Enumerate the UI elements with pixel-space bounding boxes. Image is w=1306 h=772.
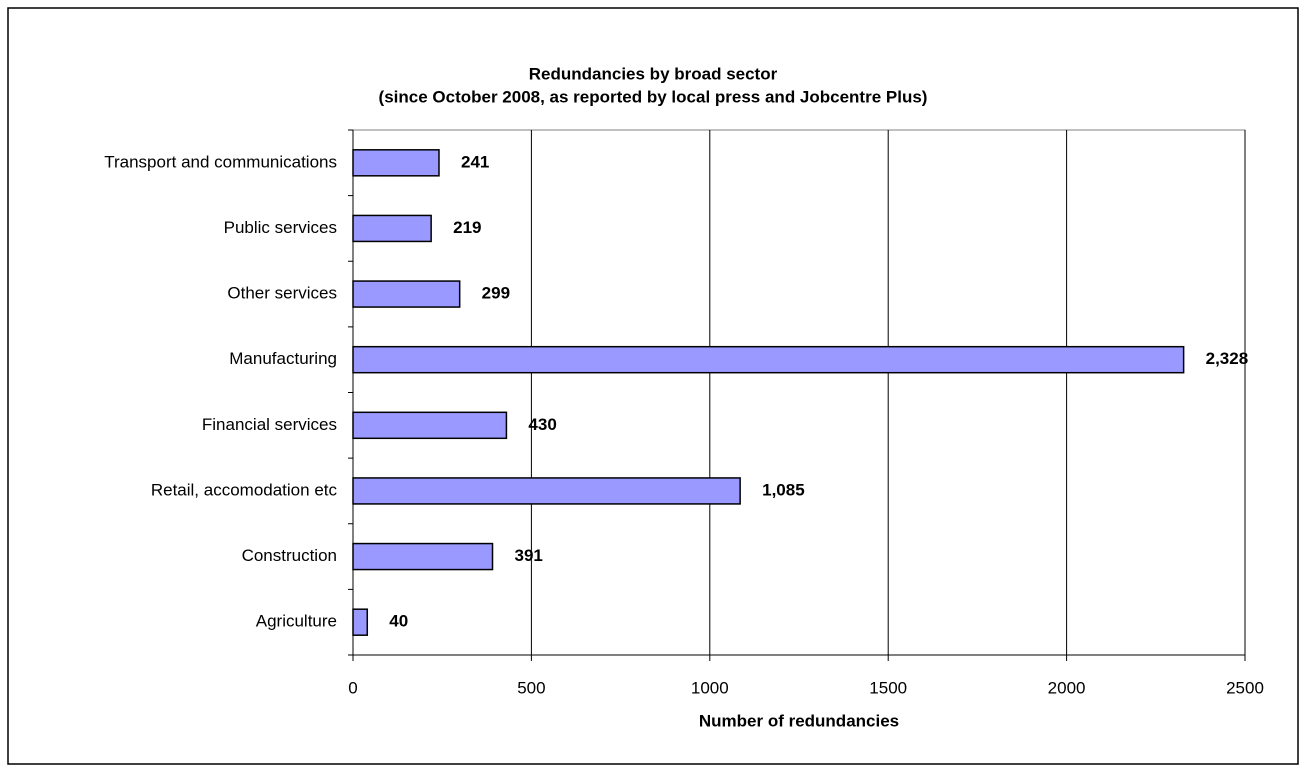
value-label: 219 (453, 218, 481, 237)
value-label: 2,328 (1206, 349, 1249, 368)
value-label: 391 (515, 546, 543, 565)
x-tick-label: 500 (517, 678, 545, 697)
y-tick-label: Transport and communications (104, 152, 337, 171)
value-label: 1,085 (762, 480, 805, 499)
x-tick-label: 2000 (1048, 678, 1086, 697)
y-tick-label: Manufacturing (229, 349, 337, 368)
y-tick-label: Agriculture (256, 612, 337, 631)
bar (352, 411, 508, 440)
value-label: 40 (389, 612, 408, 631)
value-label: 241 (461, 152, 489, 171)
bar (352, 608, 369, 636)
chart-subtitle: (since October 2008, as reported by loca… (379, 87, 928, 106)
y-tick-label: Financial services (202, 415, 337, 434)
value-label: 430 (528, 415, 556, 434)
bar (352, 149, 440, 177)
bar (352, 477, 741, 505)
bar (352, 345, 1185, 374)
x-axis-title: Number of redundancies (699, 711, 899, 730)
bar (352, 214, 432, 243)
x-tick-label: 1000 (691, 678, 729, 697)
x-tick-label: 1500 (869, 678, 907, 697)
plot-area (352, 129, 1246, 656)
y-tick-label: Public services (224, 218, 337, 237)
chart-title: Redundancies by broad sector (529, 64, 778, 83)
x-tick-label: 0 (348, 678, 357, 697)
y-tick-label: Construction (242, 546, 337, 565)
y-tick-label: Other services (227, 284, 337, 303)
y-tick-label: Retail, accomodation etc (151, 480, 338, 499)
value-label: 299 (482, 284, 510, 303)
bar (352, 542, 494, 571)
bar (352, 280, 461, 308)
x-tick-label: 2500 (1226, 678, 1264, 697)
